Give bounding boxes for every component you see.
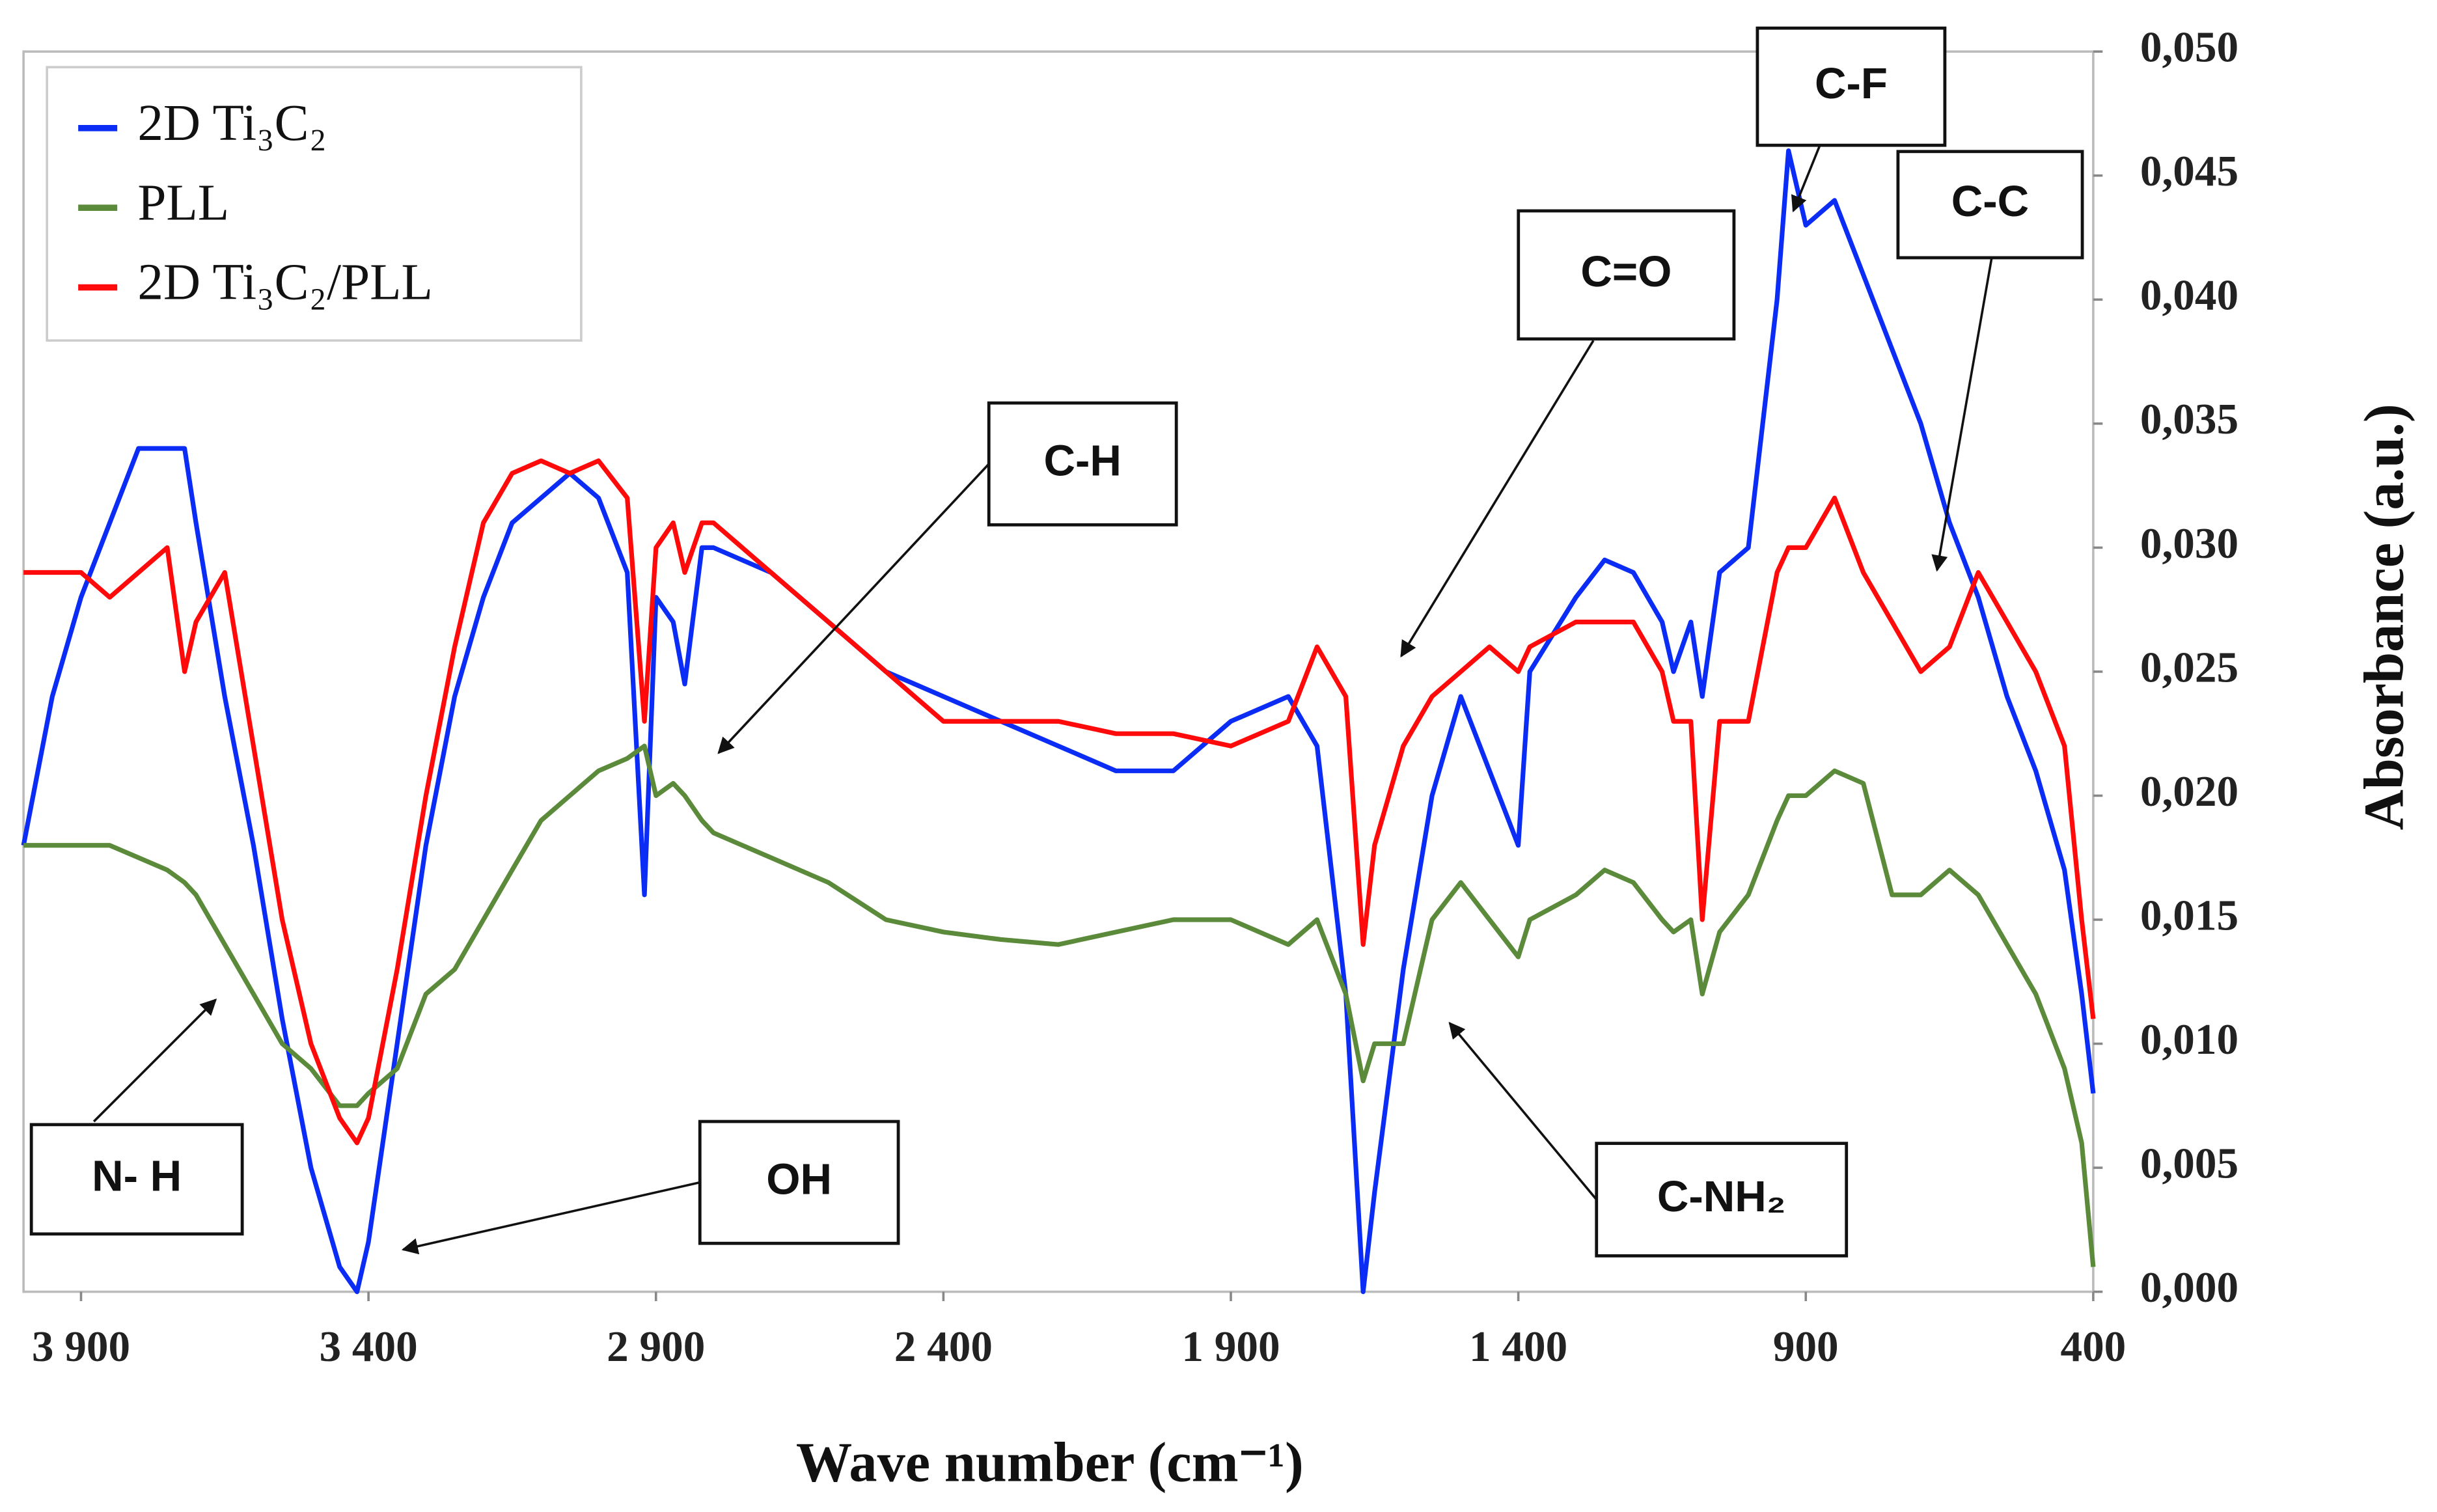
y-tick-label: 0,035: [2140, 394, 2238, 443]
annotation-label: C=O: [1580, 247, 1672, 296]
annotation-box: [698, 1120, 900, 1245]
series-line: [23, 458, 2096, 1146]
annotation-arrow: [1448, 1021, 1598, 1201]
annotation-arrow: [401, 1181, 700, 1255]
annotation-label: C-C: [1951, 177, 2029, 226]
annotation-label: C-H: [1044, 436, 1122, 485]
x-tick-label: 2 900: [607, 1322, 705, 1371]
annotation-box: [1517, 209, 1736, 341]
annotation-box: [29, 1123, 244, 1236]
annotation-label: C-NH₂: [1657, 1172, 1786, 1221]
y-tick-label: 0,010: [2140, 1015, 2238, 1064]
y-axis-title: Absorbance (a.u.): [2353, 404, 2416, 830]
y-tick-label: 0,045: [2140, 146, 2238, 195]
legend-label: 2D Ti₃C₂/PLL: [137, 254, 433, 311]
x-tick-label: 3 400: [320, 1322, 418, 1371]
y-tick-label: 0,050: [2140, 23, 2238, 72]
annotation-arrow: [92, 998, 217, 1123]
x-tick-label: 2 400: [894, 1322, 993, 1371]
x-tick-label: 400: [2060, 1322, 2126, 1371]
annotation-arrow: [1931, 257, 1993, 572]
annotation-arrow: [1791, 144, 1821, 213]
x-tick-label: 900: [1773, 1322, 1839, 1371]
y-tick-label: 0,025: [2140, 642, 2238, 691]
annotation-box: [1595, 1142, 1849, 1258]
annotation-label: N- H: [92, 1152, 182, 1201]
x-axis-title: Wave number (cm⁻¹): [796, 1431, 1304, 1494]
annotation-box: [987, 401, 1178, 527]
legend-box: [46, 66, 583, 342]
x-tick-label: 1 400: [1469, 1322, 1567, 1371]
legend-label: 2D Ti₃C₂: [137, 94, 327, 152]
x-tick-label: 1 900: [1181, 1322, 1280, 1371]
annotation-box: [1755, 26, 1947, 147]
annotation-label: C-F: [1815, 59, 1888, 108]
y-tick-label: 0,020: [2140, 767, 2238, 816]
y-tick-label: 0,030: [2140, 519, 2238, 568]
annotation-arrow: [717, 463, 990, 754]
y-tick-label: 0,000: [2140, 1263, 2238, 1312]
series-line: [21, 148, 2096, 1295]
annotation-box: [1896, 150, 2084, 260]
y-tick-label: 0,015: [2140, 890, 2238, 939]
series-line: [23, 743, 2096, 1267]
annotation-arrow: [1400, 340, 1595, 658]
annotation-label: OH: [766, 1155, 832, 1203]
y-tick-label: 0,040: [2140, 271, 2238, 320]
legend-label: PLL: [137, 174, 229, 231]
x-tick-label: 3 900: [32, 1322, 130, 1371]
y-tick-label: 0,005: [2140, 1139, 2238, 1188]
